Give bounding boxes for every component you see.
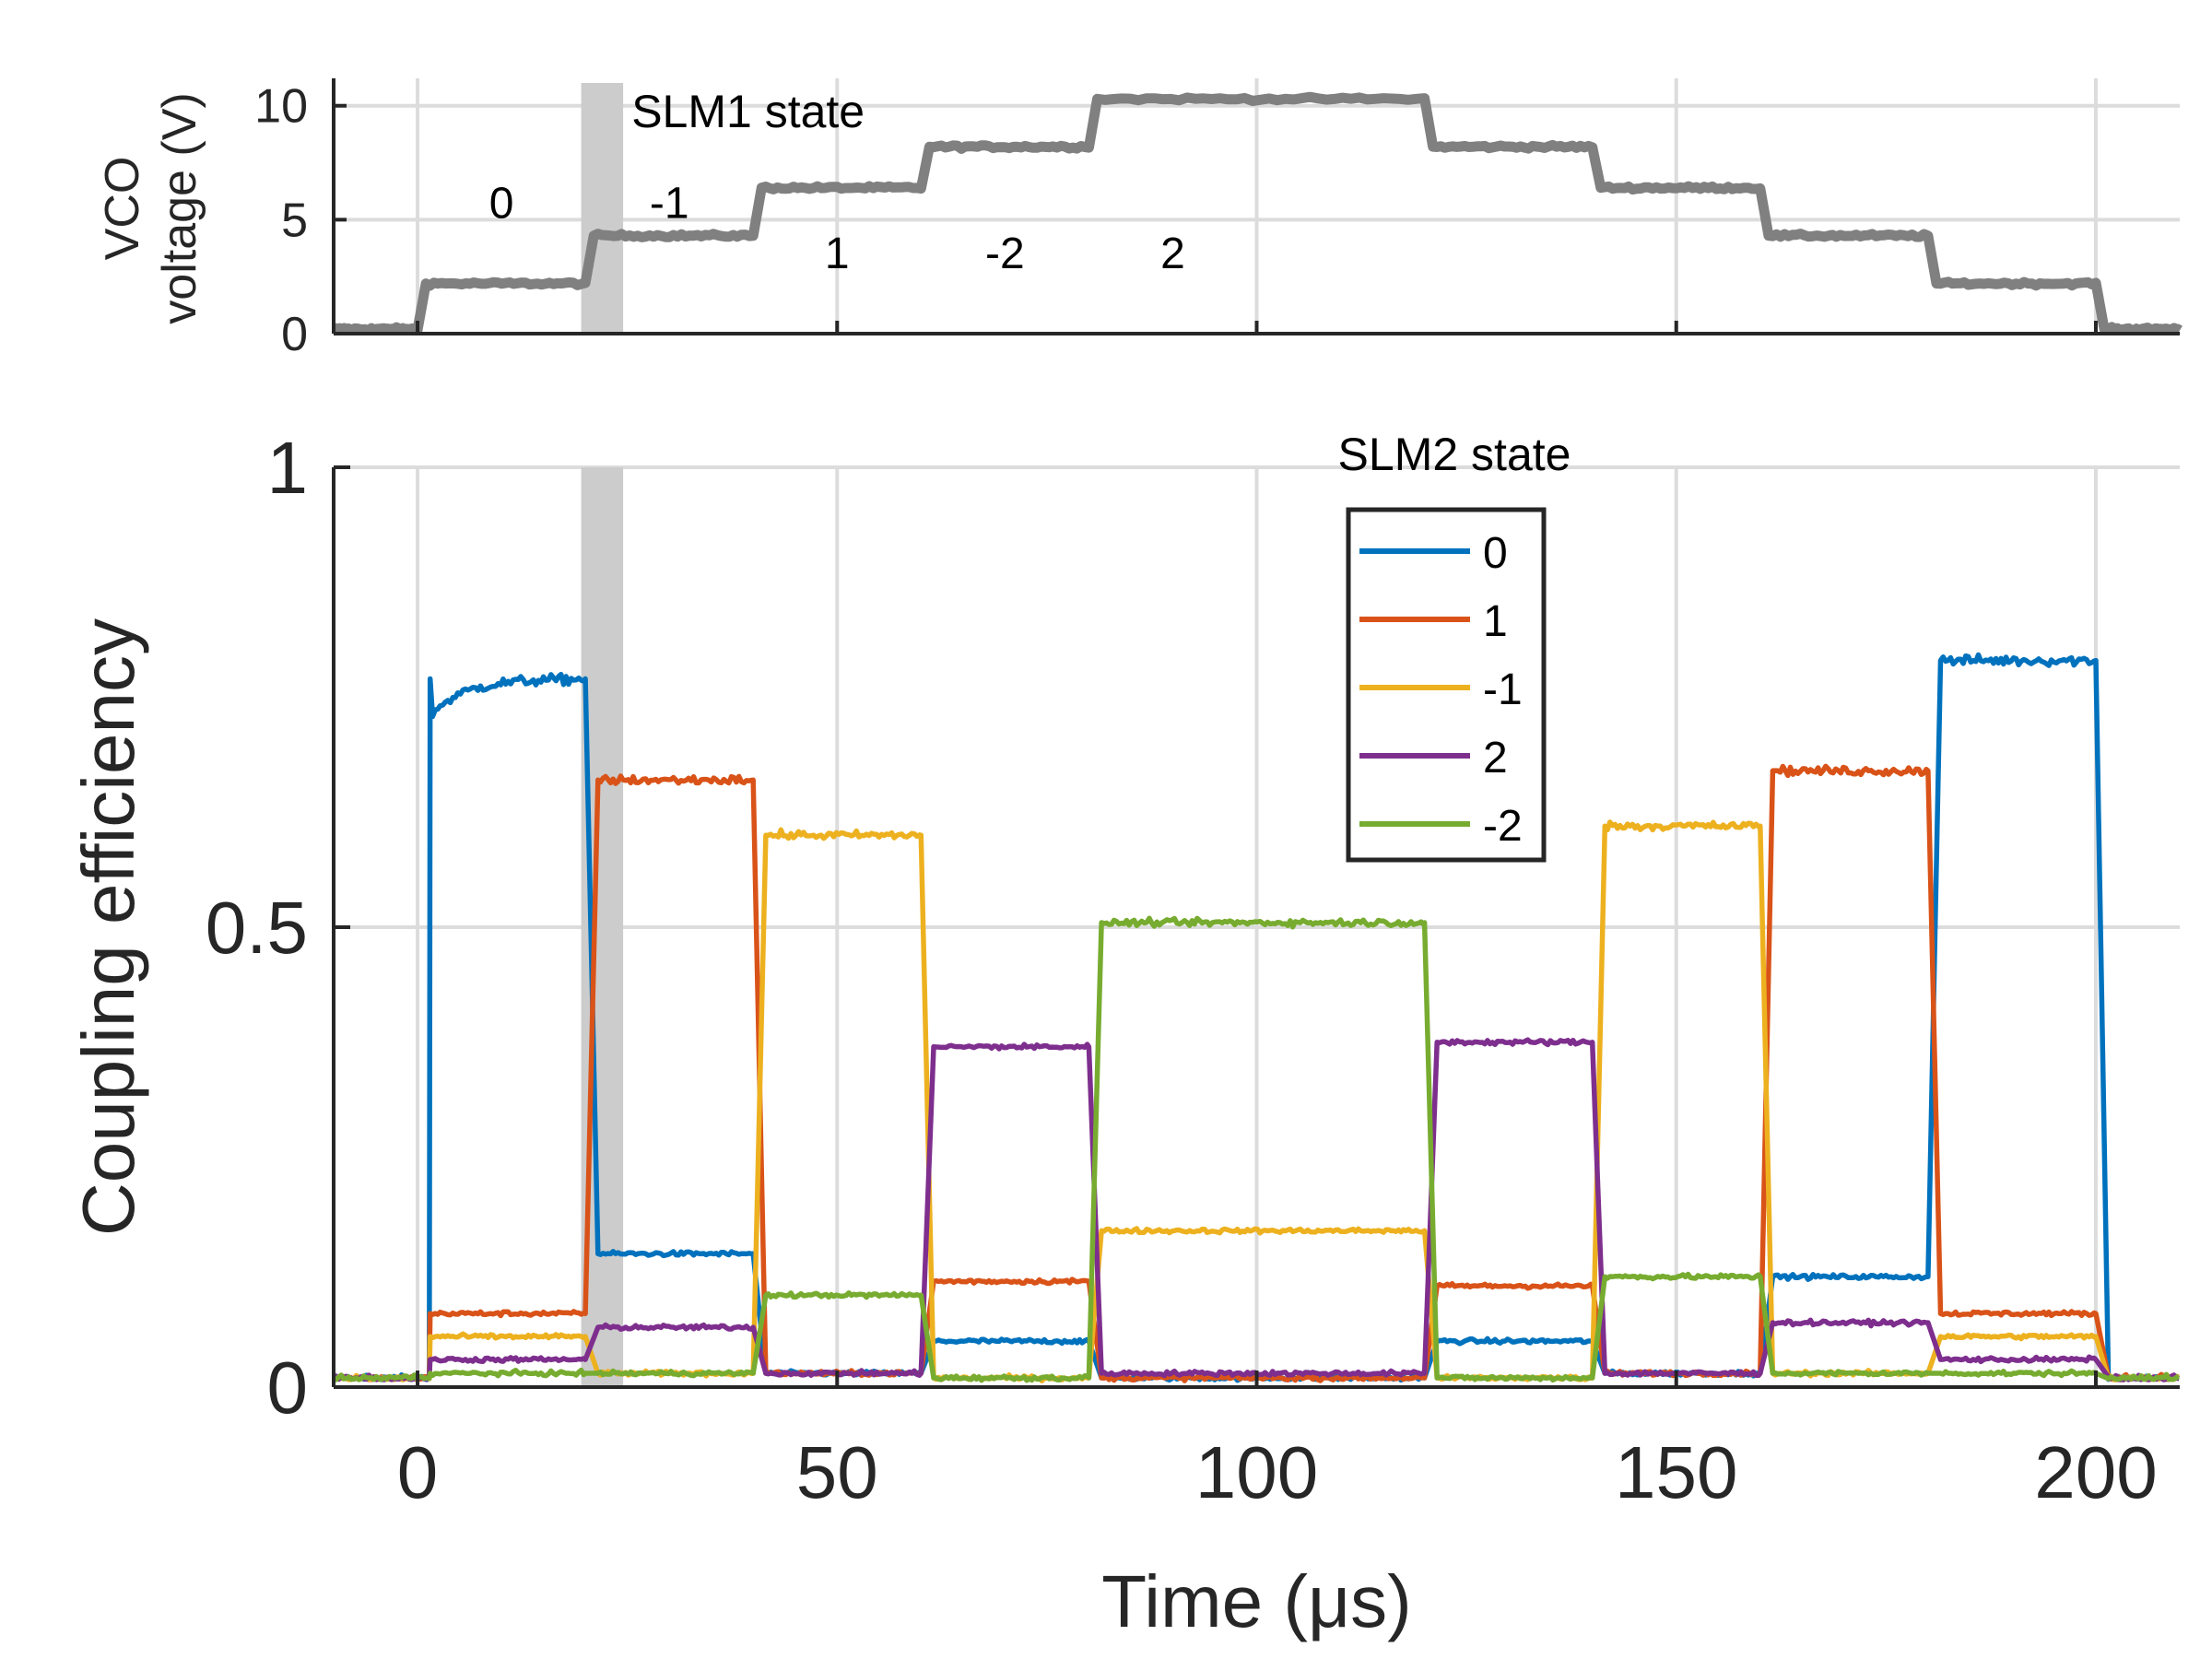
- legend: 0 1 -1 2 -2: [1346, 507, 1547, 863]
- x-axis-label: Time (μs): [1101, 1560, 1411, 1642]
- bottom-axes: [332, 465, 2180, 1389]
- bottom-xtick-label-2: 100: [1195, 1431, 1318, 1513]
- bottom-ytick-label-0: 0: [267, 1347, 309, 1429]
- vco-voltage-path: [330, 91, 2183, 335]
- y-axis-label: Coupling efficiency: [67, 618, 149, 1236]
- slm1-state-label-2: 1: [825, 229, 850, 278]
- legend-label-0: 0: [1483, 529, 1508, 578]
- series-line-2: [332, 1037, 2180, 1382]
- top-ylabel-line2: voltage (V): [153, 92, 206, 324]
- top-axes: [332, 78, 2180, 335]
- legend-title: SLM2 state: [1338, 429, 1571, 480]
- top-ylabel-line1: VCO: [96, 157, 149, 261]
- legend-label-1: 1: [1483, 597, 1508, 646]
- bottom-xtick-label-0: 0: [397, 1431, 439, 1513]
- slm1-state-labels: 0 -1 1 -2 2: [489, 180, 1185, 278]
- top-highlight-band: [581, 83, 624, 334]
- slm1-state-title: SLM1 state: [631, 86, 865, 137]
- coupling-efficiency-panel: 0 0.5 1 0 50 100 150 200 Time (μs) Coupling eff…: [67, 427, 2180, 1642]
- series-line-1: [332, 763, 2180, 1383]
- bottom-xtick-label-3: 150: [1615, 1431, 1737, 1513]
- vco-voltage-line: [330, 91, 2183, 335]
- top-ytick-label-2: 10: [254, 80, 308, 134]
- vco-voltage-panel: 0 5 10 VCO voltage (V) SLM1 state 0 -1 1 -2 2: [96, 78, 2183, 361]
- top-tick-labels: 0 5 10: [254, 80, 308, 361]
- series-line-neg2: [332, 915, 2180, 1383]
- slm1-state-label-4: 2: [1160, 229, 1185, 278]
- slm1-state-label-1: -1: [650, 180, 689, 229]
- bottom-xtick-label-1: 50: [796, 1431, 878, 1513]
- top-ytick-label-0: 0: [281, 308, 308, 361]
- legend-label-4: -2: [1483, 802, 1523, 851]
- slm1-state-label-0: 0: [489, 180, 514, 229]
- bottom-ytick-label-2: 1: [267, 427, 309, 509]
- coupling-series-lines: [332, 652, 2180, 1383]
- bottom-ytick-label-1: 0.5: [206, 887, 308, 969]
- legend-label-3: 2: [1483, 734, 1508, 782]
- bottom-tick-labels: 0 0.5 1 0 50 100 150 200: [206, 427, 2158, 1513]
- bottom-xtick-label-4: 200: [2034, 1431, 2157, 1513]
- top-ytick-label-1: 5: [281, 194, 308, 247]
- slm1-state-label-3: -2: [985, 229, 1025, 278]
- legend-label-2: -1: [1483, 665, 1523, 714]
